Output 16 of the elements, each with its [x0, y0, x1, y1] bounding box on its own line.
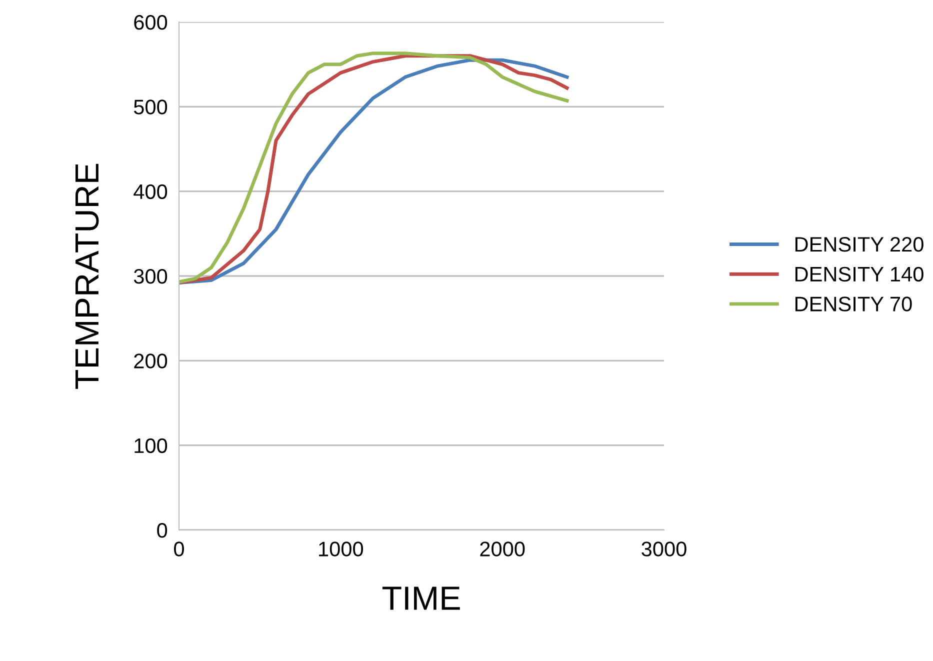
- x-tick-label: 0: [174, 542, 184, 556]
- y-tick-label: 100: [134, 438, 168, 454]
- y-tick-label: 200: [134, 354, 168, 368]
- x-axis-title: TIME: [382, 586, 460, 610]
- x-tick-label: 1000: [319, 542, 364, 556]
- y-axis-title: TEMPRATURE: [76, 164, 99, 389]
- x-tick-label: 2000: [480, 542, 525, 556]
- y-tick-label: 500: [134, 100, 168, 114]
- y-tick-label: 0: [157, 523, 168, 538]
- legend-label: DENSITY 70: [795, 296, 912, 312]
- x-tick-label: 3000: [642, 542, 686, 556]
- legend-label: DENSITY 140: [795, 266, 924, 282]
- y-tick-label: 600: [134, 15, 168, 30]
- y-tick-label: 400: [134, 184, 168, 200]
- y-tick-label: 300: [134, 269, 168, 284]
- legend-label: DENSITY 220: [795, 237, 924, 252]
